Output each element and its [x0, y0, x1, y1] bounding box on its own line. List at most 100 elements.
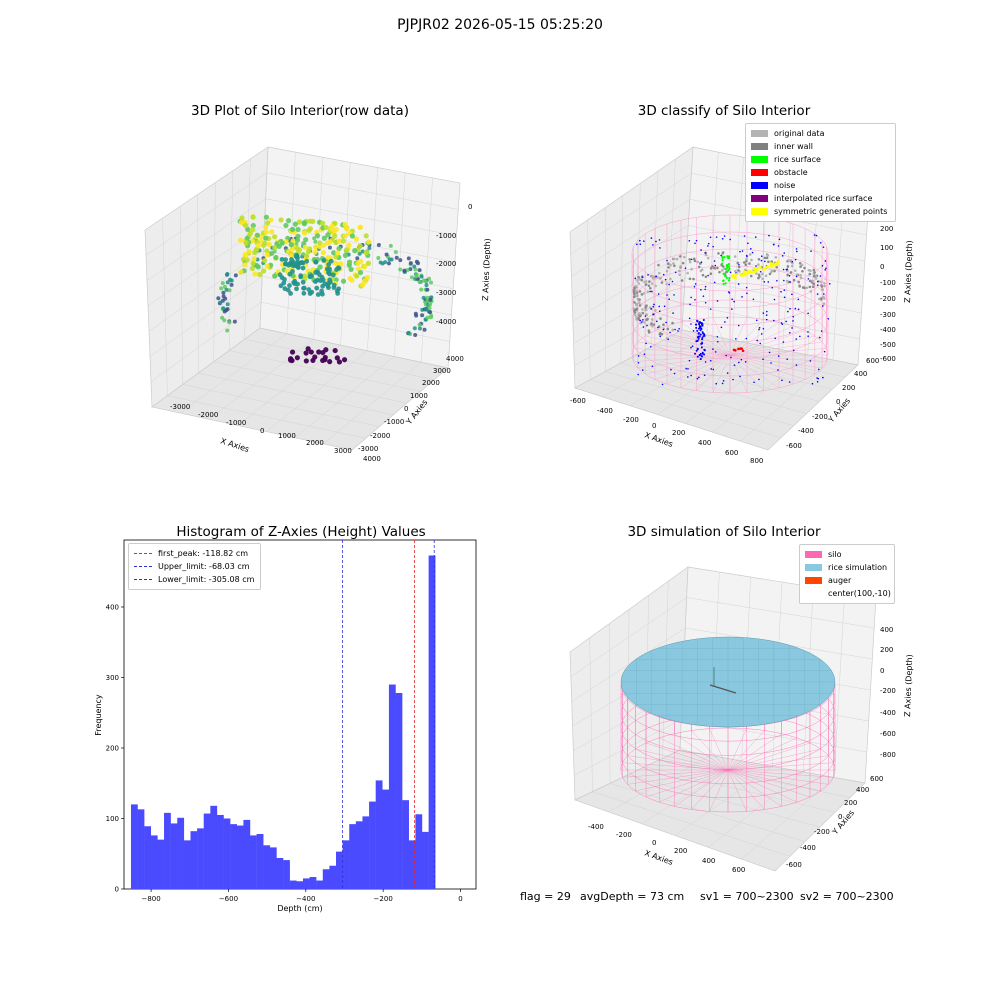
raw-point: [225, 307, 230, 312]
raw-point: [428, 302, 433, 307]
noise-point: [773, 319, 775, 322]
silo-floor-spoke: [729, 341, 823, 356]
noise-point: [673, 372, 676, 375]
rice-surface-point: [721, 258, 724, 262]
noise-point: [695, 326, 698, 329]
noise-point: [694, 298, 696, 301]
wall-point: [709, 272, 713, 275]
raw-point: [326, 285, 331, 290]
wall-point: [679, 264, 682, 268]
raw-point: [335, 250, 341, 256]
noise-point: [699, 357, 702, 360]
raw-point: [363, 250, 369, 256]
histogram-bar: [283, 860, 290, 889]
noise-point: [737, 324, 740, 327]
raw-point: [327, 359, 333, 365]
noise-point: [701, 338, 704, 341]
panel2-xticks: -600 -400 -200 0 200 400 600 800: [570, 397, 763, 465]
wall-point: [659, 317, 662, 320]
grid-line: [574, 719, 682, 776]
wall-point: [688, 258, 691, 261]
histogram-bar: [157, 839, 165, 889]
raw-point: [264, 220, 271, 226]
obstacle-point: [732, 348, 736, 352]
p4-ztick: -400: [880, 709, 896, 717]
grid-line: [197, 194, 199, 374]
noise-point: [658, 310, 661, 312]
raw-point: [281, 280, 287, 286]
p2-ztick: -400: [880, 326, 896, 334]
noise-point: [689, 303, 691, 306]
legend-item: obstacle: [751, 166, 890, 179]
noise-point: [744, 361, 747, 363]
noise-point: [773, 298, 776, 301]
silo-floor-spoke: [645, 742, 729, 771]
wall-point: [770, 260, 774, 263]
raw-point: [282, 277, 287, 282]
raw-point: [340, 278, 347, 284]
legend-label: rice surface: [774, 155, 821, 164]
grid-line: [213, 361, 407, 404]
noise-point: [707, 242, 710, 245]
p2-ytick: -600: [786, 442, 802, 450]
wall-point: [737, 269, 740, 272]
noise-point: [752, 298, 755, 301]
wall-point: [679, 255, 682, 258]
noise-point: [657, 326, 659, 329]
raw-point: [326, 262, 332, 267]
noise-point: [702, 332, 705, 335]
silo-floor-spoke: [622, 769, 729, 778]
symmetric-point: [770, 264, 774, 268]
legend-swatch: [805, 551, 822, 558]
raw-point: [317, 240, 323, 246]
raw-point: [283, 239, 289, 245]
noise-point: [822, 246, 825, 248]
histogram-bar: [150, 835, 158, 889]
noise-point: [816, 381, 819, 383]
noise-point: [653, 303, 655, 306]
noise-point: [767, 281, 770, 283]
noise-point: [824, 260, 827, 262]
raw-point: [320, 242, 327, 248]
wall-point: [683, 255, 686, 259]
raw-point: [303, 358, 309, 364]
raw-point: [313, 239, 318, 244]
noise-point: [732, 378, 734, 381]
raw-point: [414, 274, 419, 279]
silo-floor-spoke: [622, 762, 729, 771]
p1-ytick: 2000: [422, 379, 440, 387]
panel1-axes-box: [144, 146, 461, 451]
grid-line: [574, 303, 684, 366]
noise-point: [641, 321, 643, 323]
silo-floor-spoke: [729, 354, 806, 380]
raw-point: [421, 295, 426, 300]
legend-swatch: [751, 208, 768, 215]
noise-point: [704, 285, 707, 288]
noise-point: [780, 322, 783, 324]
noise-point: [758, 327, 761, 329]
noise-point: [704, 301, 707, 304]
symmetric-point: [755, 267, 759, 271]
wall-point: [688, 260, 692, 264]
p1-ztick: -4000: [436, 318, 456, 326]
raw-point: [295, 226, 301, 233]
raw-point: [255, 264, 261, 270]
p4-ytick: -600: [786, 861, 802, 869]
noise-point: [789, 281, 791, 283]
raw-point: [420, 313, 425, 318]
grid-line: [266, 172, 459, 210]
raw-point: [294, 286, 299, 292]
raw-point: [306, 287, 312, 292]
raw-point: [327, 277, 333, 283]
grid-line: [180, 333, 288, 414]
histogram-bar: [263, 845, 271, 889]
noise-point: [785, 268, 788, 271]
noise-point: [795, 248, 798, 250]
p4-ytick: -400: [800, 844, 816, 852]
noise-point: [670, 368, 672, 371]
wall-point: [812, 268, 816, 272]
raw-point: [422, 327, 427, 332]
raw-point: [336, 286, 342, 292]
raw-point: [336, 245, 342, 252]
p2-ytick: 200: [842, 384, 855, 392]
